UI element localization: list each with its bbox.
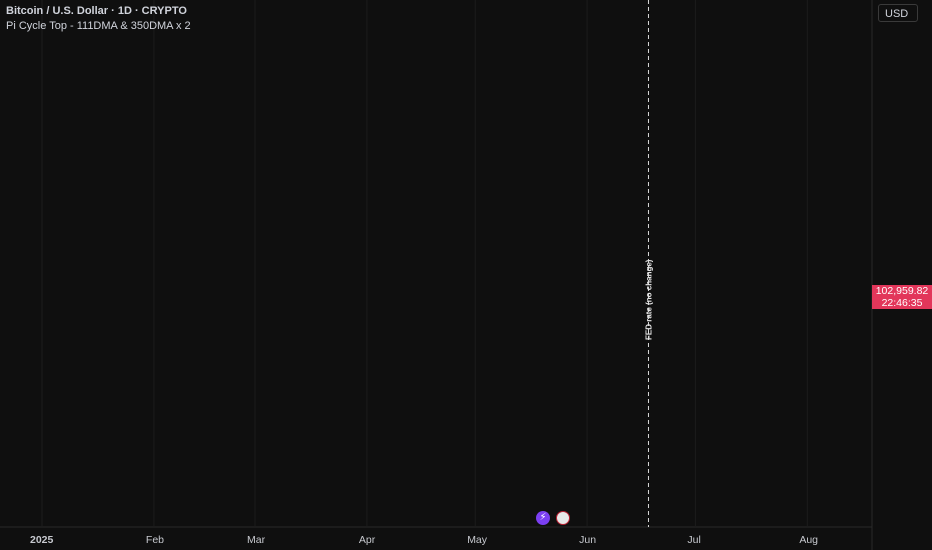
- indicator-legend[interactable]: Pi Cycle Top - 111DMA & 350DMA x 2: [6, 20, 191, 32]
- x-tick-label: May: [467, 534, 488, 546]
- currency-button[interactable]: USD: [878, 4, 918, 22]
- x-tick-label: 2025: [30, 534, 54, 546]
- fed-event-label: FED rate (no change): [644, 259, 653, 340]
- x-tick-label: Jun: [579, 534, 596, 546]
- x-tick-label: Apr: [359, 534, 376, 546]
- x-tick-label: Mar: [247, 534, 266, 546]
- x-tick-label: Jul: [687, 534, 700, 546]
- current-price-tag: 102,959.82 22:46:35: [872, 285, 932, 309]
- us-flag-icon[interactable]: [556, 511, 570, 525]
- x-tick-label: Feb: [146, 534, 164, 546]
- lightning-event-icon[interactable]: ⚡: [536, 511, 550, 525]
- x-tick-label: Aug: [799, 534, 818, 546]
- symbol-title[interactable]: Bitcoin / U.S. Dollar · 1D · CRYPTO: [6, 5, 187, 17]
- bar-countdown: 22:46:35: [881, 297, 923, 309]
- current-price: 102,959.82: [875, 285, 929, 297]
